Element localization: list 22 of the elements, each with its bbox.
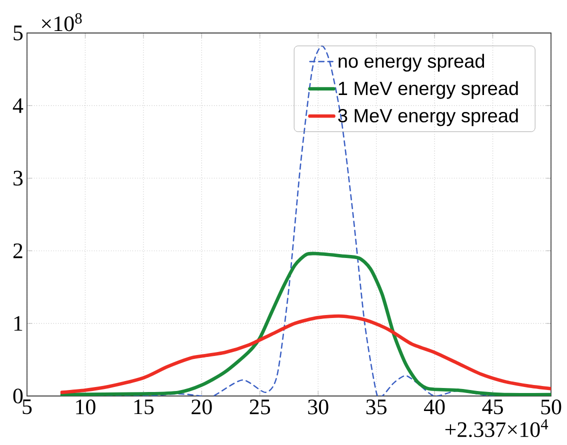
x-tick-label: 20 bbox=[192, 400, 212, 414]
text: +2.337×10$^{4}$ bbox=[445, 419, 548, 438]
x-tick-label: 35 bbox=[366, 400, 386, 414]
x-tick-label: 45 bbox=[482, 400, 503, 414]
y-tick-label: 2 bbox=[13, 244, 22, 258]
legend-label: 3 MeV energy spread bbox=[338, 108, 518, 126]
legend-label: no energy spread bbox=[338, 54, 484, 72]
y-tick-label: 3 bbox=[14, 170, 23, 186]
x-tick-label: 40 bbox=[424, 400, 445, 414]
legend-label: 1 MeV energy spread bbox=[338, 81, 518, 99]
x-tick-label: 50 bbox=[541, 400, 562, 414]
y-tick-label: 5 bbox=[14, 26, 23, 40]
line-series bbox=[60, 314, 552, 394]
x-tick-label: 30 bbox=[308, 400, 328, 414]
y-tick-label: 1 bbox=[14, 316, 22, 331]
x-tick-label: 25 bbox=[250, 400, 270, 414]
x-tick-label: 10 bbox=[76, 400, 96, 414]
text: ×10$^{8}$ bbox=[42, 13, 82, 32]
line-series bbox=[60, 252, 552, 396]
x-tick-label: 15 bbox=[134, 400, 154, 414]
y-tick-label: 0 bbox=[13, 388, 23, 404]
y-tick-label: 4 bbox=[12, 98, 24, 113]
